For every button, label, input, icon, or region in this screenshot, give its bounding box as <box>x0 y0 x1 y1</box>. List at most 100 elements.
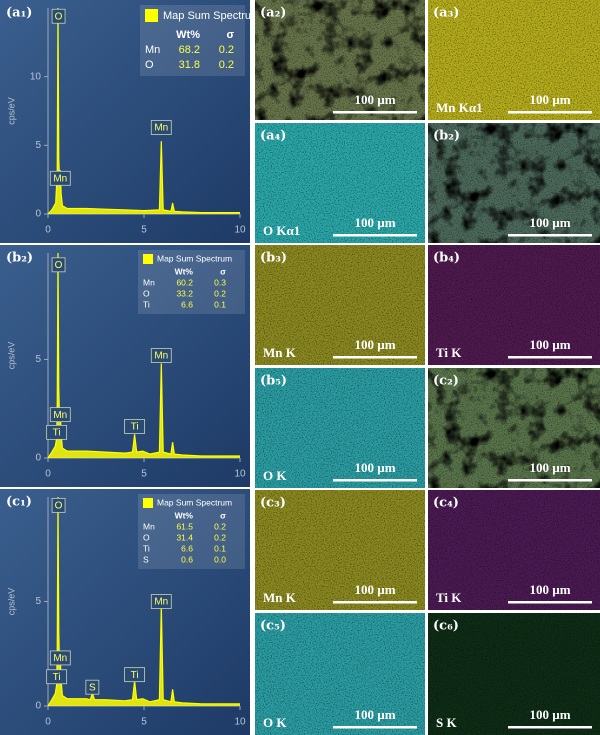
table-header: σ <box>220 510 226 520</box>
scale-bar-label: 100 µm <box>354 92 395 107</box>
table-cell: 0.1 <box>214 299 226 309</box>
spectrum-line <box>47 7 240 215</box>
table-cell: 31.4 <box>176 532 193 542</box>
scale-bar <box>508 726 592 729</box>
y-tick-label: 0 <box>35 701 41 712</box>
peak-label: Ti <box>53 428 61 439</box>
element-map: (b₅) O K 100 µm <box>255 368 425 488</box>
table-cell: O <box>143 288 150 298</box>
peak-label-box <box>46 424 68 440</box>
table-cell: 68.2 <box>179 44 200 56</box>
element-map: (a₃) Mn Kα1 100 µm <box>428 0 600 120</box>
table-header: Wt% <box>176 29 200 41</box>
table-cell: 60.2 <box>176 277 193 287</box>
map-noise <box>255 123 425 243</box>
map-caption: O Kα1 <box>263 223 300 238</box>
panel-label: (c₅) <box>260 619 286 634</box>
y-tick-label: 5 <box>35 596 41 607</box>
x-tick-label: 0 <box>45 717 51 728</box>
peak-label: O <box>55 260 63 271</box>
x-tick-label: 5 <box>141 225 147 236</box>
scale-bar <box>508 479 592 482</box>
table-header: Wt% <box>175 266 194 276</box>
map-caption: O K <box>263 715 287 730</box>
map-caption: Mn K <box>263 590 297 605</box>
table-cell: 0.1 <box>214 543 226 553</box>
peak-label-box <box>85 679 100 695</box>
x-tick-label: 0 <box>45 469 51 480</box>
table-cell: 0.0 <box>214 554 226 564</box>
panel-label: (b₂) <box>433 129 460 144</box>
panel-label: (a₃) <box>433 6 459 21</box>
element-map: (c₂) 100 µm <box>428 368 600 488</box>
table-cell: 0.6 <box>181 554 193 564</box>
spectrum-panel: 0 5 0 5 10 cps/eV Map Sum Spectrum Wt% σ Mn 60.2 0.… <box>0 245 250 487</box>
element-map: (c₅) O K 100 µm <box>255 613 425 735</box>
map-caption: Mn K <box>263 345 297 360</box>
scale-bar <box>333 234 417 237</box>
table-cell: 0.2 <box>214 288 226 298</box>
peak-label-box <box>150 348 172 363</box>
peak-label: Ti <box>53 672 61 683</box>
scale-bar <box>333 601 417 604</box>
scale-bar-label: 100 µm <box>529 215 570 230</box>
table-cell: 0.2 <box>219 44 234 56</box>
peak-label-box <box>46 669 68 685</box>
table-cell: 61.5 <box>176 521 193 531</box>
peak-label: Ti <box>131 422 139 433</box>
legend-label: Map Sum Spectrum <box>157 253 232 263</box>
y-tick-label: 0 <box>35 209 41 220</box>
table-cell: 0.3 <box>214 277 226 287</box>
peak-label: O <box>55 11 63 22</box>
peak-label: S <box>89 682 96 693</box>
legend-swatch <box>143 254 153 264</box>
x-tick-label: 5 <box>141 469 147 480</box>
peak-label: Mn <box>53 173 67 184</box>
element-map: (c₄) Ti K 100 µm <box>428 490 600 610</box>
legend-swatch <box>145 9 158 22</box>
y-tick-label: 10 <box>30 71 42 82</box>
panel-label: (a₄) <box>260 129 286 144</box>
peak-label-box <box>124 419 145 434</box>
spectrum-panel: 0 5 10 0 5 10 cps/eV Map Sum Spectrum Wt% σ Mn 68.2… <box>0 0 260 243</box>
legend-swatch <box>143 498 153 508</box>
table-cell: O <box>145 59 154 71</box>
panel-label: (b₃) <box>260 251 287 266</box>
scale-bar <box>508 601 592 604</box>
peak-label-box <box>49 407 71 423</box>
map-noise <box>428 613 600 735</box>
map-caption: O K <box>263 468 287 483</box>
legend-label: Map Sum Spectrum <box>157 497 232 507</box>
scale-bar-label: 100 µm <box>529 582 570 597</box>
peak-label-box <box>49 170 71 186</box>
panel-label: (b₅) <box>260 374 287 389</box>
panel-label: (c₆) <box>433 619 459 634</box>
scale-bar-label: 100 µm <box>354 215 395 230</box>
panel-label: (b₂) <box>6 251 33 266</box>
y-tick-label: 5 <box>35 140 41 151</box>
scale-bar-label: 100 µm <box>354 582 395 597</box>
peak-label-box <box>49 650 71 666</box>
panel-label: (a₁) <box>6 6 32 21</box>
y-tick-label: 0 <box>35 453 41 464</box>
panel-label: (c₁) <box>6 495 32 510</box>
map-noise <box>255 613 425 735</box>
table-header: Wt% <box>175 510 194 520</box>
panel-label: (b₄) <box>433 251 460 266</box>
element-map: (a₄) O Kα1 100 µm <box>255 123 425 243</box>
legend-label: Map Sum Spectrum <box>163 10 260 22</box>
scale-bar-label: 100 µm <box>529 92 570 107</box>
spectrum-panel: 0 5 0 5 10 cps/eV Map Sum Spectrum Wt% σ Mn 61.5 0.… <box>0 489 250 735</box>
y-axis-label: cps/eV <box>6 97 16 125</box>
map-noise <box>255 368 425 488</box>
peak-label: Mn <box>53 653 67 664</box>
peak-label-box <box>51 497 66 513</box>
y-axis-label: cps/eV <box>6 342 16 370</box>
map-caption: Ti K <box>436 345 462 360</box>
spectrum-line <box>47 496 240 707</box>
peak-label: Ti <box>131 670 139 681</box>
table-cell: Mn <box>145 44 160 56</box>
map-noise <box>255 245 425 365</box>
peak-label: O <box>55 501 63 512</box>
